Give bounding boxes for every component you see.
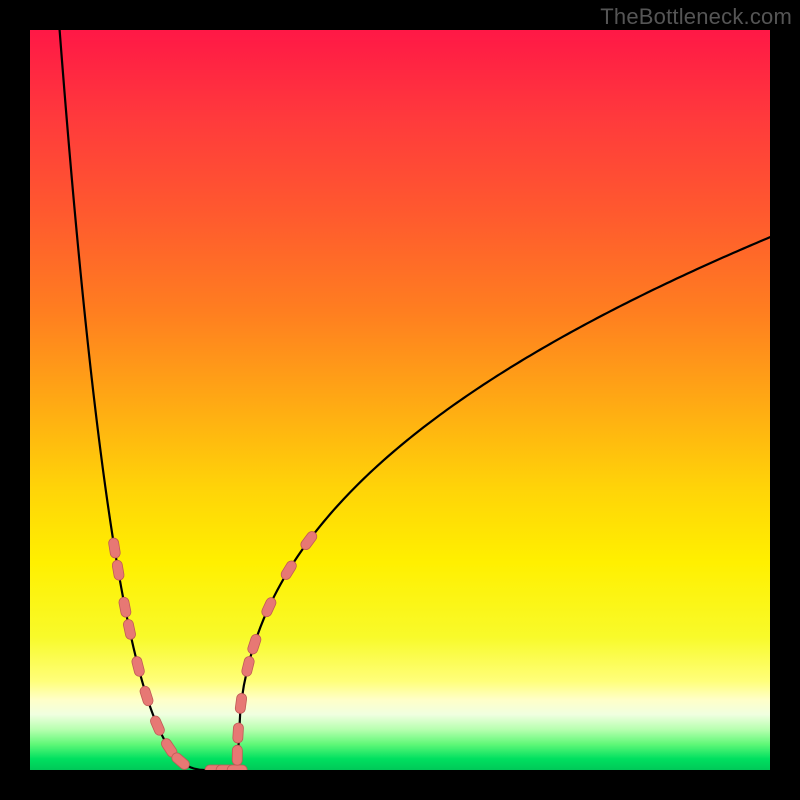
- curve-marker: [233, 723, 244, 744]
- chart-frame: TheBottleneck.com: [0, 0, 800, 800]
- curve-marker: [232, 745, 242, 765]
- bottleneck-chart: [30, 30, 770, 770]
- curve-marker: [227, 765, 247, 770]
- watermark-text: TheBottleneck.com: [600, 4, 792, 30]
